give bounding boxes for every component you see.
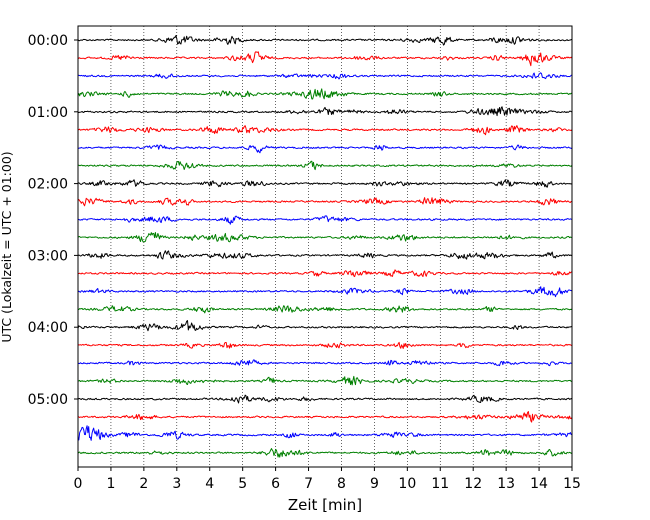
trace-12 <box>77 250 573 260</box>
x-tick-label-6: 6 <box>271 476 280 492</box>
trace-10 <box>77 215 573 225</box>
trace-22 <box>77 425 573 441</box>
trace-3 <box>77 88 573 100</box>
x-tick-label-8: 8 <box>337 476 346 492</box>
trace-19 <box>77 375 573 386</box>
trace-16 <box>77 320 573 332</box>
trace-9 <box>77 197 573 207</box>
x-tick-label-14: 14 <box>530 476 548 492</box>
x-tick-label-2: 2 <box>139 476 148 492</box>
x-axis-label: Zeit [min] <box>288 496 362 514</box>
trace-17 <box>77 341 573 349</box>
x-tick-label-0: 0 <box>74 476 83 492</box>
y-axis-label: UTC (Lokalzeit = UTC + 01:00) <box>0 151 14 342</box>
trace-15 <box>77 305 573 314</box>
trace-0 <box>77 35 573 46</box>
trace-20 <box>77 394 573 404</box>
trace-7 <box>77 160 573 171</box>
trace-5 <box>77 125 573 136</box>
y-tick-label-4: 04:00 <box>28 320 68 336</box>
y-tick-label-1: 01:00 <box>28 105 68 121</box>
trace-1 <box>77 51 573 67</box>
x-tick-label-7: 7 <box>304 476 313 492</box>
trace-14 <box>77 286 573 298</box>
x-tick-label-1: 1 <box>106 476 115 492</box>
x-tick-label-4: 4 <box>205 476 214 492</box>
trace-2 <box>77 72 573 80</box>
x-axis-ticks: 0 1 2 3 4 5 6 7 8 9 10 11 12 13 14 15 <box>74 467 581 492</box>
trace-11 <box>77 231 573 243</box>
y-axis-ticks: 00:00 01:00 02:00 03:00 04:00 05:00 <box>28 33 78 408</box>
plot-frame <box>77 25 573 468</box>
y-tick-label-0: 00:00 <box>28 33 68 49</box>
trace-13 <box>77 269 573 278</box>
trace-4 <box>77 106 573 117</box>
x-tick-label-15: 15 <box>563 476 581 492</box>
x-tick-label-13: 13 <box>497 476 515 492</box>
x-tick-label-10: 10 <box>398 476 416 492</box>
trace-21 <box>77 410 573 423</box>
trace-6 <box>77 144 573 154</box>
x-tick-label-3: 3 <box>172 476 181 492</box>
trace-8 <box>77 179 573 188</box>
trace-23 <box>77 448 573 458</box>
y-tick-label-2: 02:00 <box>28 177 68 193</box>
x-tick-label-12: 12 <box>464 476 482 492</box>
plot-background <box>78 26 572 467</box>
x-tick-label-11: 11 <box>431 476 449 492</box>
seismic-traces <box>77 35 573 458</box>
x-tick-label-5: 5 <box>238 476 247 492</box>
y-tick-label-5: 05:00 <box>28 392 68 408</box>
x-tick-label-9: 9 <box>370 476 379 492</box>
y-tick-label-3: 03:00 <box>28 248 68 264</box>
trace-18 <box>77 359 573 367</box>
